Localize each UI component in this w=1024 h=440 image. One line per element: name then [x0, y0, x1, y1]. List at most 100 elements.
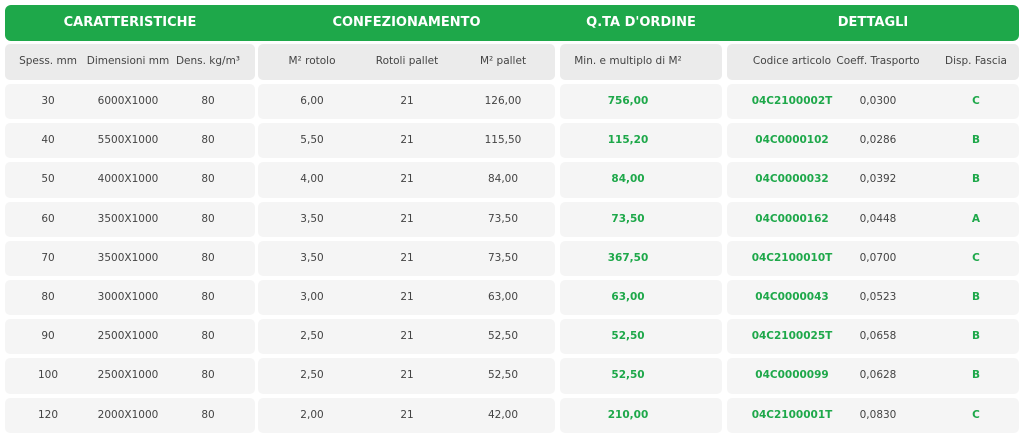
row-block [727, 240, 1019, 276]
table-cell: 04C2100025T [751, 330, 833, 343]
row-block [5, 123, 255, 159]
table-cell: 2500X1000 [97, 330, 159, 343]
row-block [560, 358, 722, 394]
column-header-block [258, 44, 555, 80]
table-cell: 80 [201, 369, 215, 382]
row-block [258, 397, 555, 433]
table-cell: 52,50 [487, 369, 519, 382]
table-cell: 63,00 [487, 291, 519, 303]
table-cell: 90 [41, 330, 55, 343]
row-block [5, 201, 255, 237]
table-cell: 80 [41, 291, 55, 303]
table-cell: 3,00 [300, 291, 324, 303]
table-cell: B [971, 134, 980, 147]
row-block [560, 84, 722, 120]
table-cell: B [971, 173, 980, 186]
row-block [258, 201, 555, 237]
row-block [560, 240, 722, 276]
row-block [727, 123, 1019, 159]
table-cell: 52,50 [611, 369, 645, 382]
table-cell: 52,50 [487, 330, 519, 343]
table-cell: 70 [41, 251, 55, 264]
table-cell: 4,00 [300, 173, 324, 186]
column-header-block [560, 44, 722, 80]
table-cell: 04C0000102 [755, 134, 829, 147]
table-cell: 04C0000043 [755, 291, 829, 303]
table-cell: 0,0392 [859, 173, 897, 186]
row-block [5, 84, 255, 120]
table-cell: 73,50 [487, 251, 519, 264]
table-cell: 80 [201, 408, 215, 421]
table-cell: 120 [37, 408, 59, 421]
table-cell: 0,0523 [859, 291, 897, 303]
row-block [560, 319, 722, 355]
table-cell: 115,50 [484, 134, 522, 147]
row-block [727, 397, 1019, 433]
table-cell: 115,20 [607, 134, 649, 147]
row-block [258, 280, 555, 316]
table-cell: B [971, 291, 980, 303]
column-header: Dimensioni mm [86, 55, 170, 67]
column-header: Min. e multiplo di M² [574, 55, 682, 67]
table-cell: 60 [41, 212, 55, 225]
table-cell: 0,0286 [859, 134, 897, 147]
table-cell: 4000X1000 [97, 173, 159, 186]
row-block [560, 123, 722, 159]
row-block [258, 84, 555, 120]
table-cell: A [971, 212, 981, 225]
table-cell: 21 [400, 134, 414, 147]
table-cell: 73,50 [611, 212, 645, 225]
table-cell: 04C0000032 [755, 173, 829, 186]
table-cell: 756,00 [607, 95, 649, 107]
row-block [258, 240, 555, 276]
table-cell: 21 [400, 291, 414, 303]
table-cell: 3,50 [300, 251, 324, 264]
table-cell: 80 [201, 95, 215, 107]
table-cell: 21 [400, 408, 414, 421]
column-header: M² pallet [479, 55, 527, 67]
table-cell: 04C2100001T [751, 408, 833, 421]
table-cell: 6,00 [300, 95, 324, 107]
group-header: DETTAGLI [837, 15, 909, 30]
table-cell: C [972, 95, 980, 107]
table-cell: 80 [201, 251, 215, 264]
row-block [560, 201, 722, 237]
table-cell: B [971, 330, 980, 343]
table-cell: 0,0300 [859, 95, 897, 107]
table-cell: 04C2100002T [751, 95, 833, 107]
table-cell: 21 [400, 251, 414, 264]
column-header: M² rotolo [288, 55, 336, 67]
row-block [560, 397, 722, 433]
row-block [5, 240, 255, 276]
table-cell: 2,50 [300, 369, 324, 382]
table-cell: 0,0658 [859, 330, 897, 343]
table-cell: 21 [400, 212, 414, 225]
table-cell: 126,00 [484, 95, 522, 107]
table-cell: 0,0830 [859, 408, 897, 421]
column-header: Coeff. Trasporto [836, 55, 920, 67]
row-block [258, 162, 555, 198]
table-cell: 80 [201, 134, 215, 147]
row-block [727, 84, 1019, 120]
table-cell: 3500X1000 [97, 251, 159, 264]
table-cell: 84,00 [611, 173, 645, 186]
group-header: CONFEZIONAMENTO [332, 15, 481, 30]
row-block [727, 358, 1019, 394]
table-cell: 04C0000099 [755, 369, 829, 382]
table-cell: 80 [201, 212, 215, 225]
table-cell: 100 [37, 369, 59, 382]
table-cell: 52,50 [611, 330, 645, 343]
table-cell: 30 [41, 95, 55, 107]
row-block [5, 280, 255, 316]
table-cell: 63,00 [611, 291, 645, 303]
row-block [258, 319, 555, 355]
column-header: Disp. Fascia [945, 55, 1007, 67]
row-block [727, 162, 1019, 198]
row-block [5, 397, 255, 433]
table-cell: 3000X1000 [97, 291, 159, 303]
table-cell: C [972, 408, 980, 421]
table-cell: 2500X1000 [97, 369, 159, 382]
table-cell: 80 [201, 173, 215, 186]
table-cell: 3500X1000 [97, 212, 159, 225]
